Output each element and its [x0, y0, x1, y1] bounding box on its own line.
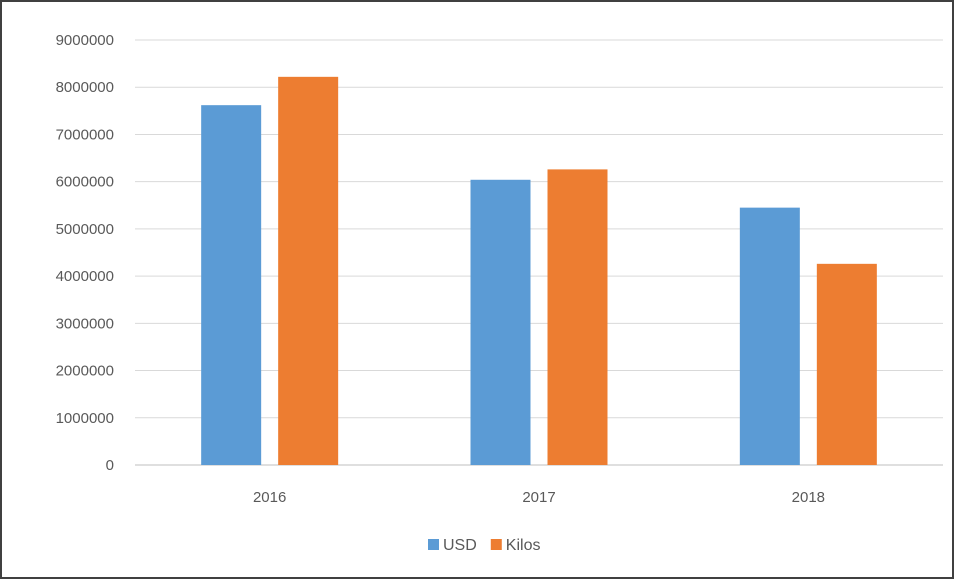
legend: USD Kilos: [428, 537, 540, 554]
x-tick-label: 2016: [253, 489, 286, 506]
gridlines: [135, 39, 943, 466]
y-tick-label: 9000000: [56, 32, 114, 49]
bar-usd-2016: [201, 105, 262, 466]
y-tick-label: 2000000: [56, 363, 114, 380]
legend-swatch-kilos: [490, 539, 502, 550]
x-tick-label: 2017: [522, 489, 555, 506]
y-tick-label: 8000000: [56, 79, 114, 96]
y-axis-tick-labels: 0 1000000 2000000 3000000 4000000 5000000 6000…: [56, 32, 114, 474]
y-tick-label: 5000000: [56, 221, 114, 238]
bars: [201, 76, 877, 466]
bar-kilos-2017: [547, 169, 608, 465]
y-tick-label: 4000000: [56, 268, 114, 285]
legend-swatch-usd: [428, 539, 439, 550]
legend-label-kilos: Kilos: [506, 537, 541, 554]
bar-usd-2017: [470, 179, 531, 465]
x-axis-tick-labels: 2016 2017 2018: [253, 489, 825, 506]
y-tick-label: 7000000: [56, 126, 114, 143]
bar-kilos-2016: [278, 76, 339, 465]
y-tick-label: 1000000: [56, 410, 114, 427]
y-tick-label: 3000000: [56, 315, 114, 332]
legend-label-usd: USD: [443, 537, 477, 554]
x-tick-label: 2018: [792, 489, 825, 506]
y-tick-label: 6000000: [56, 174, 114, 191]
bar-kilos-2018: [816, 263, 877, 465]
y-tick-label: 0: [106, 457, 114, 474]
bar-usd-2018: [739, 207, 800, 465]
